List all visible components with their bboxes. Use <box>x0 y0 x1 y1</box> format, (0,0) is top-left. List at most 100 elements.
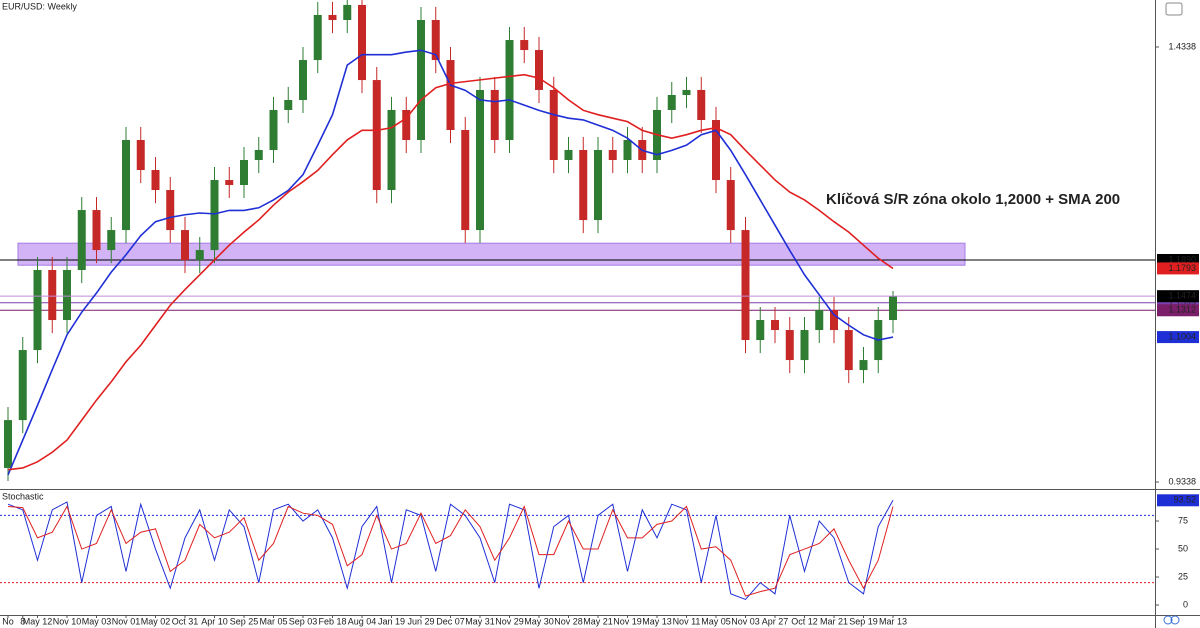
candle-body <box>269 109 278 151</box>
stochastic-tick-label: 50 <box>1178 543 1188 553</box>
candle-body <box>48 269 57 321</box>
candle-body <box>33 269 42 351</box>
candle-body <box>844 330 853 371</box>
price-label: 1.1004 <box>1168 331 1196 341</box>
candle-body <box>18 350 27 421</box>
x-tick-label: Mar 13 <box>879 616 907 626</box>
candle-body <box>594 150 602 221</box>
moving-average <box>7 73 894 471</box>
moving-average <box>7 49 894 476</box>
candle-body <box>343 4 352 21</box>
x-tick-label: Sep 19 <box>849 616 878 626</box>
stochastic-title: Stochastic <box>2 491 44 501</box>
x-tick-label: Jun 29 <box>407 616 434 626</box>
candle-body <box>608 150 617 161</box>
candle-body <box>107 230 116 251</box>
candle-body <box>859 360 868 371</box>
x-tick-label: May 30 <box>524 616 554 626</box>
x-tick-label: Nov 28 <box>554 616 583 626</box>
candle-body <box>785 330 794 361</box>
candle-body <box>579 150 588 221</box>
x-tick-label: Sep 25 <box>230 616 259 626</box>
candle-body <box>122 140 130 231</box>
candle-body <box>328 14 337 21</box>
x-tick-label: Mar 05 <box>259 616 287 626</box>
x-tick-label: May 12 <box>23 616 53 626</box>
x-tick-label: Apr 27 <box>762 616 789 626</box>
x-tick-label: 8 <box>20 616 25 626</box>
candle-body <box>830 310 838 331</box>
candle-body <box>151 170 160 191</box>
settings-icon[interactable] <box>1165 2 1183 16</box>
stochastic-tick-label: 0 <box>1183 599 1188 609</box>
x-tick-label: Sep 03 <box>289 616 318 626</box>
x-tick-label: Jan 19 <box>378 616 405 626</box>
link-icon[interactable] <box>1170 615 1180 625</box>
candle-body <box>387 109 396 191</box>
candle-body <box>461 129 470 231</box>
candle-body <box>535 50 543 90</box>
candle-body <box>623 140 632 161</box>
x-tick-label: May 31 <box>465 616 495 626</box>
stochastic-label-background <box>1157 494 1199 507</box>
stochastic-line <box>7 505 894 597</box>
candle-body <box>358 4 366 81</box>
x-tick-label: Oct 12 <box>791 616 818 626</box>
x-tick-label: Nov 03 <box>731 616 760 626</box>
stochastic-line <box>7 500 894 601</box>
candle-body <box>667 95 676 110</box>
candle-body <box>446 60 455 130</box>
support-resistance-zone <box>17 242 966 266</box>
candle-body <box>166 190 175 231</box>
price-label-background <box>1157 262 1199 275</box>
price-label-background <box>1157 304 1199 317</box>
price-label: 1.1890 <box>1168 254 1196 264</box>
candle-body <box>741 230 750 341</box>
candle-body <box>520 40 529 51</box>
stochastic-tick-label: 75 <box>1178 515 1188 525</box>
x-tick-label: Mar 21 <box>820 616 848 626</box>
candle-body <box>402 109 411 141</box>
candle-body <box>564 150 573 161</box>
y-tick-label: 0.9338 <box>1168 476 1196 486</box>
candle-body <box>313 14 322 61</box>
candle-body <box>63 269 71 321</box>
candle-body <box>254 150 263 161</box>
candle-body <box>225 180 234 185</box>
x-tick-label: No <box>2 616 14 626</box>
x-tick-label: May 21 <box>583 616 613 626</box>
candle-body <box>417 20 425 141</box>
candle-body <box>726 180 735 231</box>
x-tick-label: Nov 01 <box>112 616 141 626</box>
candle-body <box>800 330 809 361</box>
candle-body <box>712 119 720 181</box>
candle-body <box>284 99 293 110</box>
stochastic-tick-label: 25 <box>1178 571 1188 581</box>
candle-body <box>505 40 514 141</box>
candle-body <box>697 89 706 120</box>
x-tick-label: Nov 10 <box>53 616 82 626</box>
x-tick-label: Aug 04 <box>348 616 377 626</box>
annotation: Klíčová S/R zóna okolo 1,2000 + SMA 200 <box>826 191 1120 208</box>
candle-body <box>889 296 897 321</box>
title-background <box>1 1 69 13</box>
x-tick-label: Dec 07 <box>436 616 465 626</box>
candle-body <box>476 89 484 231</box>
stochastic-title-background <box>1 491 41 503</box>
x-tick-label: Oct 31 <box>172 616 199 626</box>
x-tick-label: Nov 11 <box>673 616 701 626</box>
link-icon[interactable] <box>1163 615 1173 625</box>
price-label-background <box>1157 290 1199 303</box>
x-tick-label: Nov 19 <box>613 616 642 626</box>
candle-body <box>210 180 219 251</box>
price-label-background <box>1157 331 1199 344</box>
price-label: 1.1474 <box>1168 291 1196 301</box>
y-tick-label: 1.4338 <box>1168 41 1196 51</box>
candle-body <box>4 420 12 468</box>
stochastic-panel <box>0 500 1155 601</box>
x-tick-label: May 13 <box>642 616 672 626</box>
x-tick-label: Apr 10 <box>201 616 228 626</box>
